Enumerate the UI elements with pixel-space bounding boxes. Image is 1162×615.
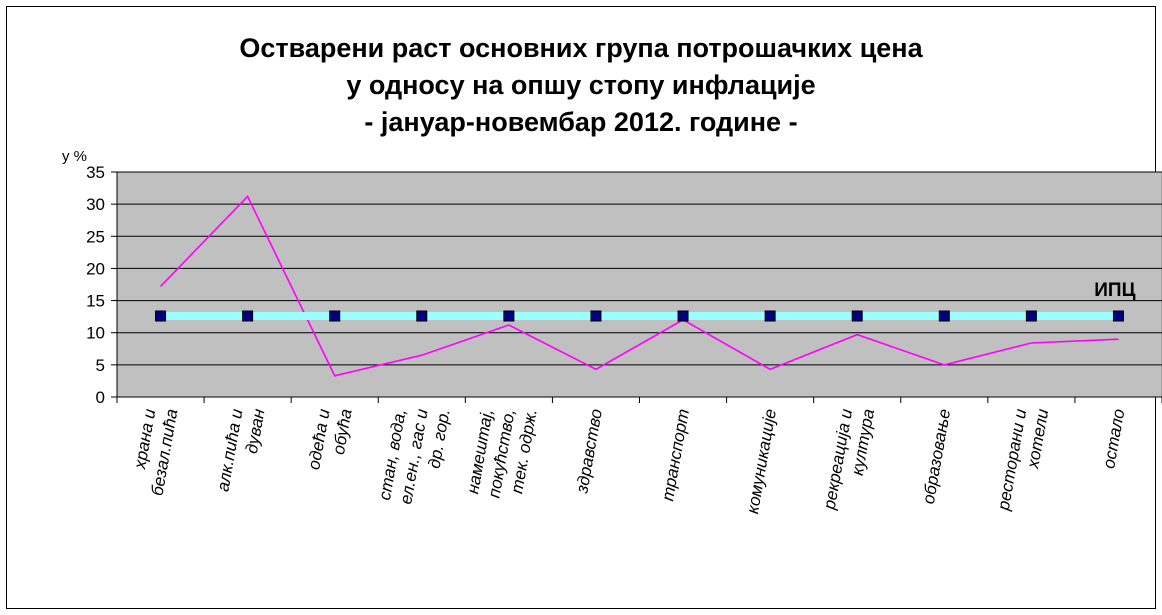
y-tick-label: 0 xyxy=(96,388,105,407)
x-tick-label: образовање xyxy=(919,407,954,505)
x-tick-label: дуван xyxy=(242,407,269,455)
ipc-marker xyxy=(503,310,515,322)
y-tick-label: 10 xyxy=(86,324,105,343)
ipc-marker xyxy=(329,310,341,322)
x-tick-label: обућа xyxy=(329,407,356,456)
y-tick-label: 35 xyxy=(86,163,105,182)
ipc-marker xyxy=(1025,310,1037,322)
x-tick-label: транспорт xyxy=(658,407,693,502)
ipc-marker xyxy=(242,310,254,322)
x-tick-label: здравство xyxy=(572,407,606,495)
ipc-marker xyxy=(764,310,776,322)
x-tick-label: комуникације xyxy=(743,407,780,515)
chart-title-line-3: - јануар-новембар 2012. године - xyxy=(364,107,798,137)
y-tick-label: 30 xyxy=(86,195,105,214)
chart-title: Остварени раст основних група потрошачки… xyxy=(0,30,1162,141)
y-tick-label: 25 xyxy=(86,227,105,246)
ipc-marker xyxy=(677,310,689,322)
ipc-series-label: ИПЦ xyxy=(1094,280,1135,301)
y-tick-label: 5 xyxy=(96,356,105,375)
ipc-marker xyxy=(938,310,950,322)
ipc-marker xyxy=(416,310,428,322)
series-line-groups xyxy=(159,195,1119,377)
y-tick-label: 15 xyxy=(86,292,105,311)
x-tick-label: одећа и xyxy=(304,407,333,471)
y-axis-unit-label: у % xyxy=(62,148,88,165)
chart-title-line-1: Остварени раст основних група потрошачки… xyxy=(239,33,923,63)
ipc-marker xyxy=(155,310,167,322)
y-tick-label: 20 xyxy=(86,259,105,278)
chart-title-line-2: у односу на опшу стопу инфлације xyxy=(346,70,816,100)
ipc-marker xyxy=(590,310,602,322)
plot-area xyxy=(116,171,1162,398)
x-tick-label: остало xyxy=(1099,407,1128,470)
ipc-marker xyxy=(1112,310,1124,322)
ipc-marker xyxy=(851,310,863,322)
